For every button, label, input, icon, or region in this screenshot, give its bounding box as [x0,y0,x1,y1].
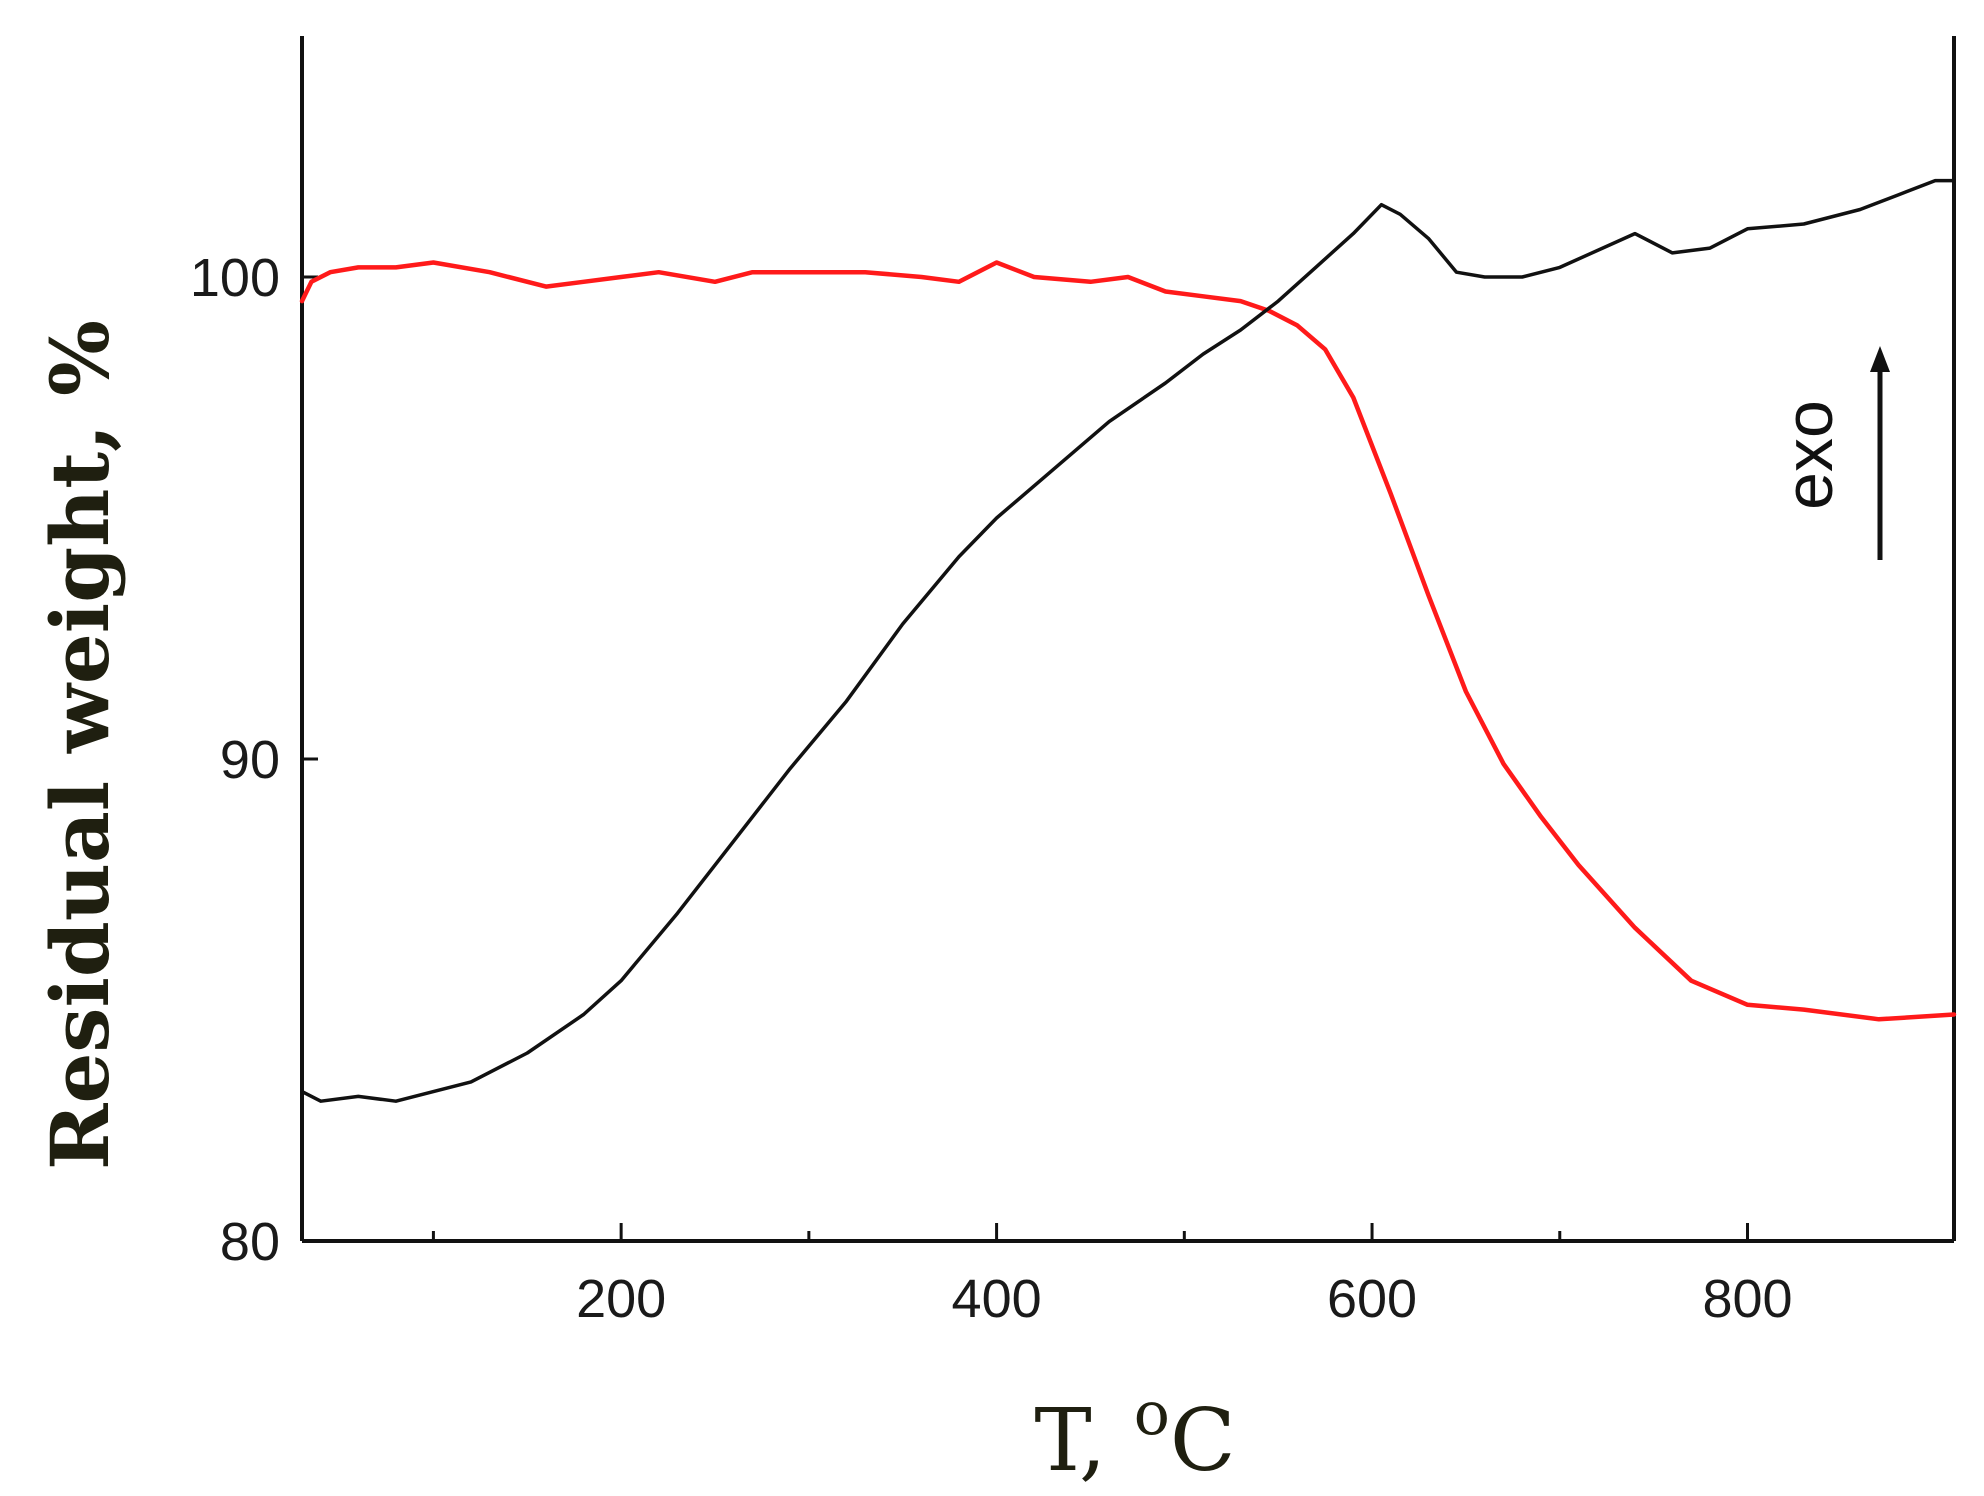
x-tick-label: 600 [1327,1269,1417,1329]
exo-arrow-head-icon [1870,346,1890,372]
series-line-black [300,178,1956,1103]
x-axis-title: T, oC [1034,1379,1235,1491]
exo-label: exo [1771,400,1847,510]
y-tick-label: 100 [190,248,280,308]
series-line-red [299,260,1957,1022]
x-tick-label: 400 [952,1269,1042,1329]
y-axis-title: Residual weight, % [33,320,127,1170]
x-tick-label: 800 [1702,1269,1792,1329]
x-axis-title-unit: C [1170,1391,1236,1491]
x-axis-title-superscript: o [1134,1379,1170,1449]
y-tick-label: 80 [220,1212,280,1272]
x-axis-ticks: 200 400 600 800 [431,1223,1793,1329]
y-axis-ticks: 80 90 100 [190,248,318,1272]
y-tick-label: 90 [220,730,280,790]
series-layer [299,178,1957,1103]
axes-frame [300,36,1956,1243]
x-tick-label: 200 [576,1269,666,1329]
exo-annotation: exo [1771,346,1890,560]
x-axis-title-main: T, [1034,1391,1133,1491]
